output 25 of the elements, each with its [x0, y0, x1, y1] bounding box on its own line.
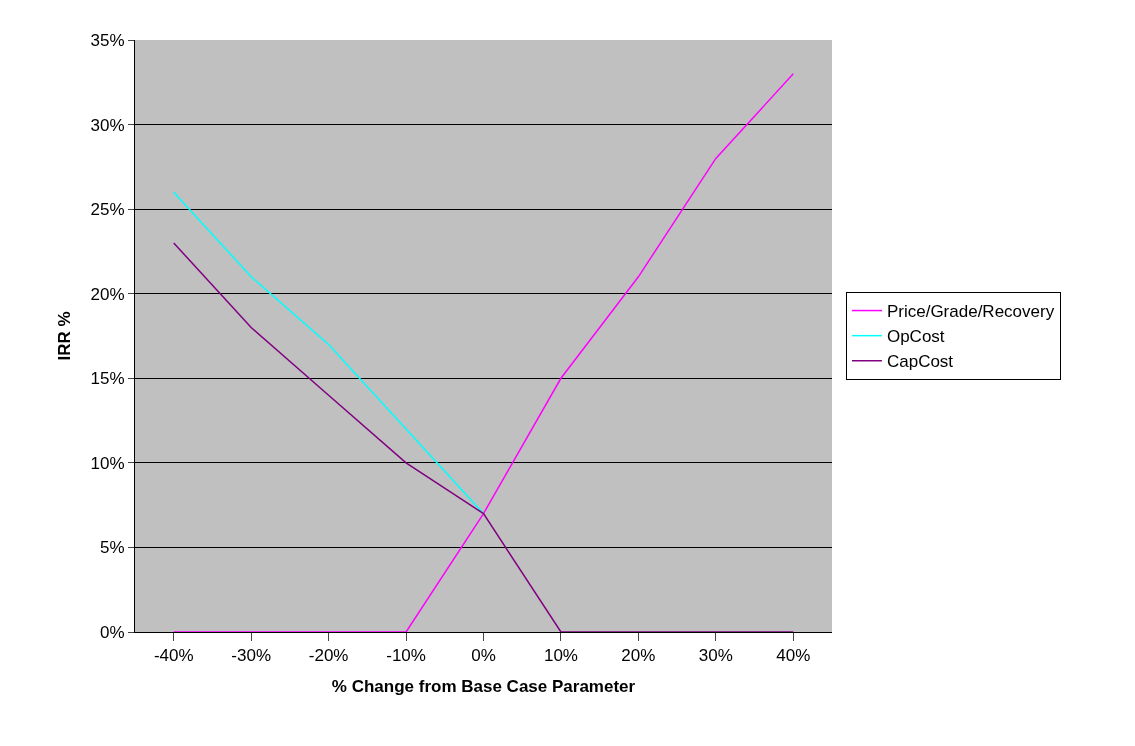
legend-label: CapCost: [886, 352, 954, 372]
x-tick-label: 10%: [543, 646, 578, 666]
y-tick-label: 30%: [90, 115, 125, 135]
x-tick-label: 0%: [471, 646, 496, 666]
y-tick-label: 25%: [90, 200, 125, 220]
line-series: [172, 73, 795, 632]
x-axis-title: % Change from Base Case Parameter: [331, 676, 636, 696]
y-tick-label: 0%: [100, 622, 125, 642]
x-tick-label: -40%: [153, 646, 194, 666]
x-tick-label: -30%: [231, 646, 272, 666]
y-tick-label: 20%: [90, 284, 125, 304]
line-series: [172, 191, 485, 515]
x-tick-label: -20%: [308, 646, 349, 666]
y-tick-label: 35%: [90, 30, 125, 50]
x-tick-label: 30%: [698, 646, 733, 666]
legend-label: OpCost: [886, 327, 945, 347]
x-tick-label: 40%: [776, 646, 811, 666]
x-tick-label: -10%: [386, 646, 426, 666]
line-series: [172, 242, 795, 632]
y-tick-label: 10%: [90, 453, 125, 473]
x-tick-label: 20%: [621, 646, 656, 666]
y-tick-label: 5%: [100, 538, 125, 558]
y-tick-label: 15%: [90, 369, 125, 389]
y-axis-title: IRR %: [55, 311, 75, 361]
legend-label: Price/Grade/Recovery: [886, 302, 1055, 322]
